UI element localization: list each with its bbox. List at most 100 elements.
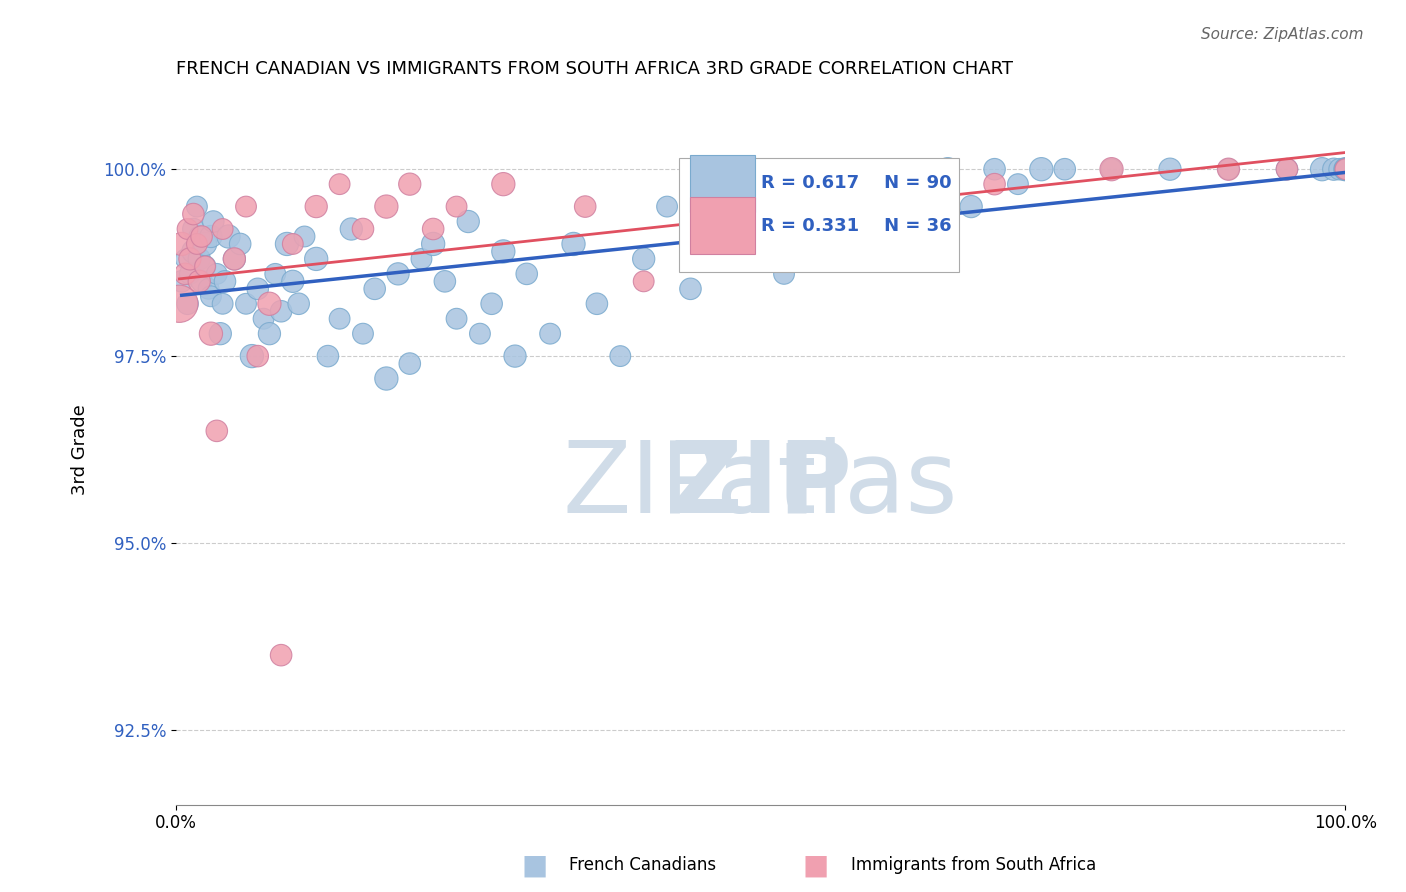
FancyBboxPatch shape xyxy=(690,197,755,254)
Point xyxy=(411,252,433,266)
Point xyxy=(170,274,193,288)
Point xyxy=(211,222,233,236)
Point xyxy=(912,177,935,191)
Point xyxy=(281,274,304,288)
Point xyxy=(194,260,217,274)
Point xyxy=(820,236,842,251)
Point xyxy=(422,236,444,251)
Point xyxy=(224,252,246,266)
Point xyxy=(468,326,491,341)
Point xyxy=(703,222,725,236)
Point xyxy=(586,297,609,311)
Point xyxy=(183,244,205,259)
Text: ■: ■ xyxy=(803,851,828,880)
Point xyxy=(200,289,222,303)
Point xyxy=(749,222,772,236)
Point xyxy=(1218,162,1240,177)
Point xyxy=(179,252,201,266)
Point xyxy=(174,252,197,266)
Point xyxy=(363,282,385,296)
Point xyxy=(211,297,233,311)
Point xyxy=(202,214,225,228)
Point xyxy=(492,244,515,259)
Point xyxy=(176,297,198,311)
Point xyxy=(1101,162,1123,177)
Point xyxy=(1007,177,1029,191)
Point xyxy=(270,648,292,662)
Point xyxy=(1275,162,1298,177)
Point xyxy=(259,297,281,311)
Point xyxy=(329,311,352,326)
Point xyxy=(170,236,193,251)
Point xyxy=(446,200,468,214)
Point xyxy=(246,282,269,296)
Text: R = 0.617    N = 90: R = 0.617 N = 90 xyxy=(761,174,952,192)
Point xyxy=(1334,162,1357,177)
Text: Immigrants from South Africa: Immigrants from South Africa xyxy=(851,856,1095,874)
Point xyxy=(890,222,912,236)
Point xyxy=(866,200,889,214)
Point xyxy=(1310,162,1333,177)
Point xyxy=(1329,162,1351,177)
Point xyxy=(200,229,222,244)
Point xyxy=(276,236,298,251)
Point xyxy=(446,311,468,326)
Point xyxy=(186,200,208,214)
Point xyxy=(1334,162,1357,177)
Point xyxy=(1334,162,1357,177)
Point xyxy=(176,222,198,236)
Point xyxy=(205,424,228,438)
Point xyxy=(294,229,316,244)
Point xyxy=(183,222,205,236)
Point xyxy=(340,222,363,236)
Point xyxy=(983,177,1005,191)
Point xyxy=(387,267,409,281)
Point xyxy=(246,349,269,363)
Text: ZIP: ZIP xyxy=(669,436,852,533)
Point xyxy=(375,200,398,214)
Point xyxy=(229,236,252,251)
Point xyxy=(188,229,211,244)
Point xyxy=(305,200,328,214)
FancyBboxPatch shape xyxy=(690,155,755,211)
Y-axis label: 3rd Grade: 3rd Grade xyxy=(72,404,89,495)
Point xyxy=(609,349,631,363)
Text: Source: ZipAtlas.com: Source: ZipAtlas.com xyxy=(1201,27,1364,42)
Point xyxy=(503,349,526,363)
Point xyxy=(983,162,1005,177)
Point xyxy=(538,326,561,341)
Text: FRENCH CANADIAN VS IMMIGRANTS FROM SOUTH AFRICA 3RD GRADE CORRELATION CHART: FRENCH CANADIAN VS IMMIGRANTS FROM SOUTH… xyxy=(176,60,1012,78)
Point xyxy=(188,274,211,288)
Point xyxy=(375,371,398,385)
Point xyxy=(633,274,655,288)
Point xyxy=(305,252,328,266)
Point xyxy=(1334,162,1357,177)
Point xyxy=(844,252,866,266)
Point xyxy=(186,236,208,251)
Point xyxy=(1053,162,1076,177)
Point xyxy=(240,349,263,363)
Point xyxy=(235,297,257,311)
Point xyxy=(194,260,217,274)
Point xyxy=(352,222,374,236)
Point xyxy=(1275,162,1298,177)
Point xyxy=(329,177,352,191)
Point xyxy=(188,252,211,266)
Point xyxy=(655,200,678,214)
Point xyxy=(224,252,246,266)
Point xyxy=(725,252,748,266)
Point xyxy=(197,282,219,296)
Point xyxy=(194,236,217,251)
Point xyxy=(492,177,515,191)
Point xyxy=(190,229,212,244)
Point xyxy=(1334,162,1357,177)
Point xyxy=(398,177,420,191)
Text: ZIPatlas: ZIPatlas xyxy=(562,436,959,533)
Point xyxy=(481,297,503,311)
Text: ■: ■ xyxy=(522,851,547,880)
Point xyxy=(457,214,479,228)
Point xyxy=(516,267,538,281)
Point xyxy=(1334,162,1357,177)
Point xyxy=(1031,162,1053,177)
Point xyxy=(352,326,374,341)
